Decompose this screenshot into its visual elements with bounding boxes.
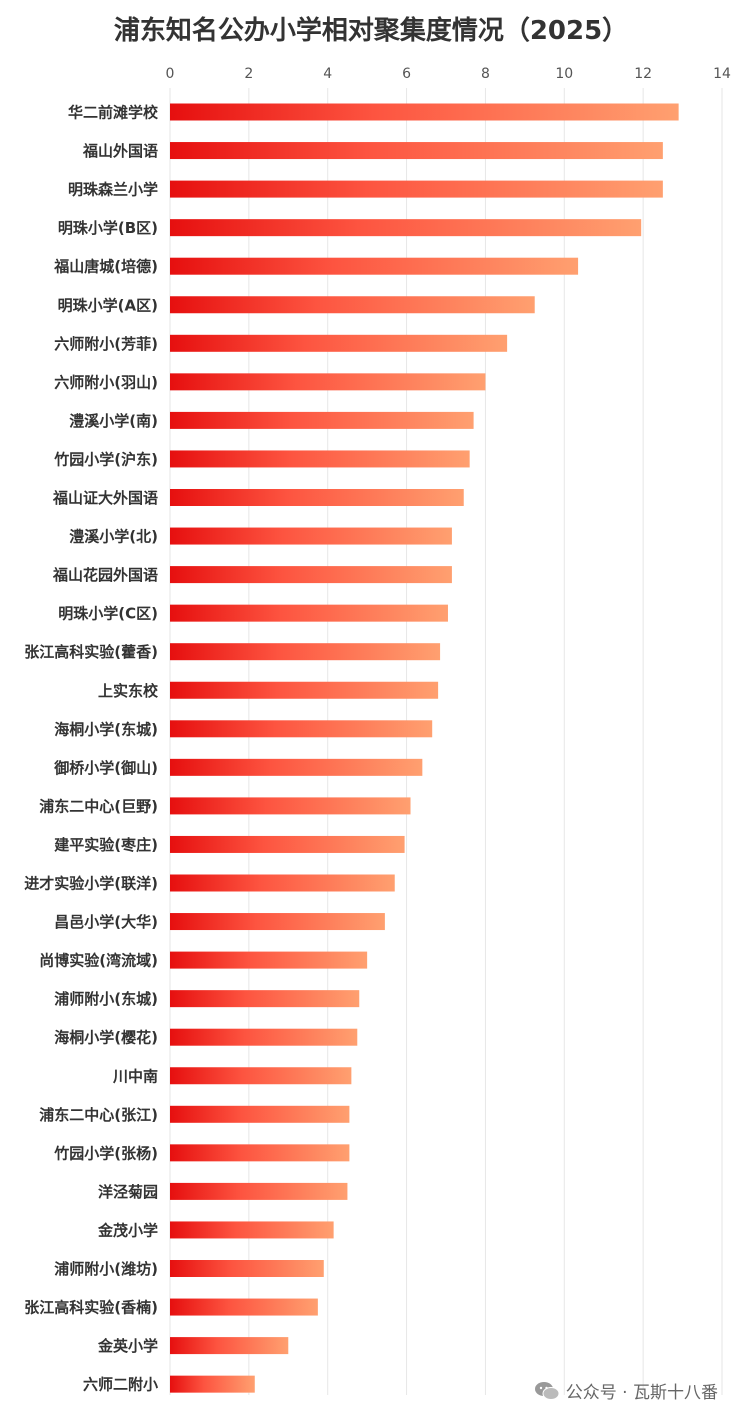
category-label: 浦东二中心(巨野)	[39, 797, 158, 815]
bar	[170, 835, 405, 853]
bar	[170, 257, 579, 275]
bar	[170, 1067, 352, 1085]
bar	[170, 1028, 358, 1046]
category-label: 明珠小学(A区)	[58, 296, 158, 314]
bar	[170, 180, 663, 198]
bar	[170, 142, 663, 160]
category-label: 尚博实验(湾流域)	[39, 952, 158, 970]
bar	[170, 1105, 350, 1123]
bar	[170, 1337, 289, 1355]
bar	[170, 411, 474, 429]
category-label: 金茂小学	[97, 1221, 158, 1239]
x-tick-label: 12	[634, 66, 652, 82]
category-label: 福山外国语	[82, 142, 158, 160]
category-label: 张江高科实验(香楠)	[24, 1299, 158, 1317]
bar	[170, 951, 368, 969]
category-label: 澧溪小学(南)	[69, 412, 158, 430]
bar	[170, 1182, 348, 1200]
bar	[170, 874, 395, 892]
category-label: 福山唐城(培德)	[53, 258, 158, 276]
category-label: 六师二附小	[83, 1376, 158, 1394]
category-label: 明珠森兰小学	[68, 181, 158, 199]
bar	[170, 296, 535, 314]
bar	[170, 720, 433, 738]
category-label: 海桐小学(东城)	[54, 720, 158, 738]
category-label: 澧溪小学(北)	[69, 528, 158, 546]
x-tick-label: 6	[402, 66, 411, 82]
category-label: 海桐小学(樱花)	[54, 1029, 158, 1047]
category-label: 浦师附小(东城)	[54, 990, 158, 1008]
bar	[170, 1221, 334, 1239]
bar	[170, 913, 385, 931]
category-label: 浦东二中心(张江)	[39, 1106, 158, 1124]
category-label: 竹园小学(张杨)	[53, 1144, 158, 1162]
category-label: 进才实验小学(联洋)	[24, 875, 158, 893]
bar	[170, 797, 411, 815]
category-label: 张江高科实验(藿香)	[24, 643, 158, 661]
category-label: 福山证大外国语	[52, 489, 158, 507]
category-label: 洋泾菊园	[98, 1183, 158, 1201]
bar	[170, 990, 360, 1008]
bar	[170, 489, 464, 506]
bar	[170, 1298, 318, 1316]
watermark: 公众号 · 瓦斯十八番	[534, 1378, 718, 1403]
bar	[170, 758, 423, 776]
bar	[170, 566, 452, 584]
bar	[170, 219, 642, 237]
x-tick-label: 8	[481, 66, 490, 82]
wechat-icon	[534, 1381, 560, 1400]
x-axis-ticks: 0 2 4 6 8 10 12 14	[166, 66, 731, 82]
x-tick-label: 10	[555, 66, 573, 82]
x-tick-label: 0	[166, 66, 175, 82]
category-label: 明珠小学(C区)	[58, 605, 158, 623]
bar	[170, 681, 439, 699]
bar	[170, 604, 448, 622]
x-tick-label: 14	[713, 66, 731, 82]
bar	[170, 1144, 350, 1162]
bars	[170, 103, 679, 1393]
category-label: 福山花园外国语	[52, 566, 158, 584]
category-label: 明珠小学(B区)	[58, 219, 158, 237]
category-label: 金英小学	[97, 1337, 158, 1355]
bar	[170, 334, 508, 352]
x-tick-label: 4	[323, 66, 332, 82]
category-label: 华二前滩学校	[68, 104, 159, 122]
category-label: 六师附小(芳菲)	[54, 335, 158, 353]
category-label: 六师附小(羽山)	[54, 373, 158, 391]
bar	[170, 103, 679, 121]
category-label: 上实东校	[98, 682, 159, 700]
bar	[170, 450, 470, 468]
bar	[170, 1260, 324, 1277]
bar	[170, 643, 441, 661]
bar	[170, 373, 486, 391]
bar	[170, 527, 452, 545]
chart-title: 浦东知名公办小学相对聚集度情况（2025）	[113, 16, 629, 46]
category-label: 浦师附小(潍坊)	[54, 1260, 158, 1278]
bar	[170, 1375, 255, 1393]
x-tick-label: 2	[244, 66, 253, 82]
category-label: 竹园小学(沪东)	[53, 450, 158, 468]
category-label: 昌邑小学(大华)	[54, 913, 158, 931]
category-label: 御桥小学(御山)	[53, 759, 158, 777]
category-label: 川中南	[112, 1067, 158, 1085]
watermark-text: 公众号 · 瓦斯十八番	[565, 1383, 718, 1403]
category-label: 建平实验(枣庄)	[54, 836, 158, 854]
